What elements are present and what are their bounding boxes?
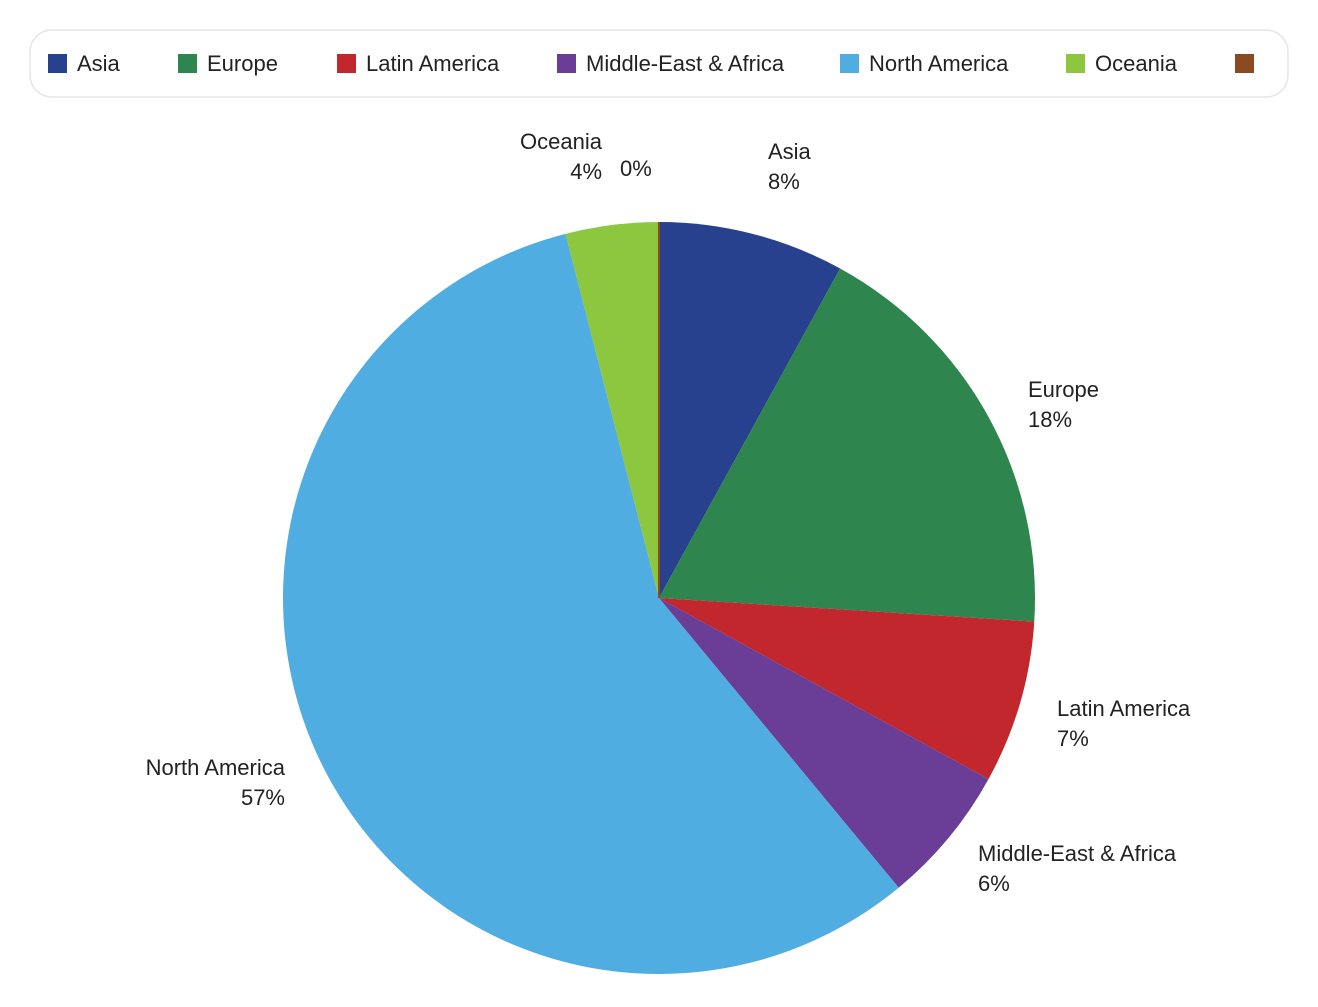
legend-swatch — [840, 54, 859, 73]
legend-label: Europe — [207, 51, 278, 76]
pie-slice — [282, 233, 899, 975]
pie-slice — [659, 268, 1035, 622]
legend-box — [29, 29, 1289, 98]
slice-value: 7% — [1057, 726, 1089, 751]
legend-label: Latin America — [366, 51, 500, 76]
slice-value: 18% — [1028, 407, 1072, 432]
legend-swatch — [337, 54, 356, 73]
legend-swatch — [1066, 54, 1085, 73]
slice-label: Latin America — [1057, 696, 1191, 721]
legend-swatch — [557, 54, 576, 73]
pie-slice — [659, 598, 989, 888]
slice-label: Middle-East & Africa — [978, 841, 1177, 866]
legend-swatch — [178, 54, 197, 73]
legend-label: Middle-East & Africa — [586, 51, 785, 76]
slice-label: Europe — [1028, 377, 1099, 402]
legend-label: Asia — [77, 51, 121, 76]
slice-label: Asia — [768, 139, 812, 164]
legend-swatch — [48, 54, 67, 73]
slice-value: 0% — [620, 156, 652, 181]
legend-label: North America — [869, 51, 1009, 76]
slice-value: 8% — [768, 169, 800, 194]
pie-slice — [565, 222, 659, 598]
slice-value: 4% — [570, 159, 602, 184]
pie-slice — [659, 598, 1035, 780]
slice-value: 57% — [241, 785, 285, 810]
legend-label: Oceania — [1095, 51, 1178, 76]
legend-swatch — [1235, 54, 1254, 73]
slice-label: North America — [146, 755, 286, 780]
pie-slice — [659, 222, 841, 598]
slice-label: Oceania — [520, 129, 603, 154]
slice-value: 6% — [978, 871, 1010, 896]
